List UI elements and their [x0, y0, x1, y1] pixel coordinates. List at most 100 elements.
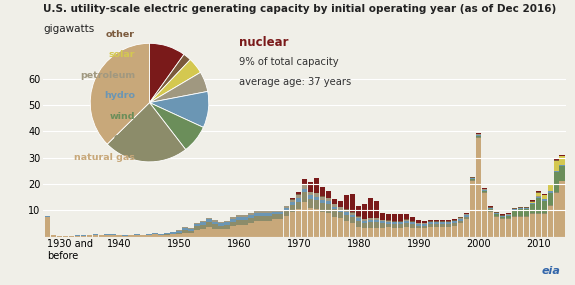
Bar	[326, 201, 331, 204]
Bar	[188, 229, 194, 231]
Bar	[177, 234, 182, 237]
Bar	[284, 211, 289, 215]
Bar	[440, 222, 445, 224]
Bar	[302, 185, 308, 189]
Bar	[314, 200, 320, 209]
Bar	[230, 217, 236, 219]
Bar	[518, 209, 523, 215]
Bar	[356, 218, 361, 221]
Bar	[182, 230, 187, 233]
Bar	[152, 235, 158, 237]
Bar	[206, 219, 212, 222]
Bar	[493, 214, 499, 215]
Bar	[380, 223, 385, 228]
Bar	[368, 218, 373, 219]
Bar	[266, 211, 271, 213]
Bar	[440, 220, 445, 221]
Bar	[416, 223, 421, 224]
Bar	[392, 221, 397, 223]
Bar	[338, 209, 343, 212]
Bar	[512, 207, 517, 208]
Bar	[152, 233, 158, 235]
Bar	[374, 219, 380, 222]
Bar	[452, 220, 457, 221]
Bar	[135, 234, 140, 235]
Bar	[476, 138, 481, 237]
Bar	[512, 215, 517, 217]
Text: wind: wind	[110, 112, 135, 121]
Bar	[434, 222, 439, 224]
Bar	[284, 205, 289, 206]
Bar	[290, 199, 296, 200]
Bar	[512, 208, 517, 209]
Bar	[554, 172, 559, 192]
Bar	[524, 217, 529, 237]
Wedge shape	[150, 103, 204, 150]
Bar	[488, 210, 493, 211]
Bar	[368, 198, 373, 218]
Bar	[177, 233, 182, 234]
Bar	[302, 184, 308, 185]
Bar	[164, 235, 170, 237]
Bar	[416, 224, 421, 226]
Bar	[505, 218, 511, 219]
Wedge shape	[150, 54, 190, 103]
Bar	[554, 171, 559, 172]
Bar	[320, 196, 325, 197]
Bar	[98, 235, 104, 237]
Bar	[302, 179, 308, 184]
Bar	[236, 220, 242, 225]
Text: hydro: hydro	[104, 91, 135, 101]
Bar	[284, 206, 289, 208]
Text: natural gas: natural gas	[74, 153, 135, 162]
Bar	[75, 235, 80, 236]
Bar	[374, 222, 380, 228]
Bar	[224, 223, 229, 225]
Bar	[105, 235, 110, 237]
Bar	[122, 236, 128, 237]
Text: U.S. utility-scale electric generating capacity by initial operating year (as of: U.S. utility-scale electric generating c…	[43, 4, 557, 14]
Bar	[493, 213, 499, 214]
Bar	[428, 221, 433, 222]
Bar	[505, 213, 511, 214]
Bar	[530, 201, 535, 203]
Bar	[224, 221, 229, 223]
Bar	[518, 217, 523, 237]
Bar	[206, 227, 212, 237]
Bar	[266, 213, 271, 216]
Bar	[236, 225, 242, 237]
Bar	[452, 221, 457, 223]
Bar	[422, 224, 427, 226]
Bar	[440, 227, 445, 237]
Bar	[326, 191, 331, 198]
Bar	[194, 223, 200, 224]
Bar	[332, 204, 338, 207]
Bar	[128, 235, 134, 237]
Bar	[254, 216, 259, 221]
Wedge shape	[150, 72, 208, 103]
Bar	[326, 204, 331, 213]
Bar	[284, 215, 289, 237]
Bar	[182, 227, 187, 228]
Text: petroleum: petroleum	[80, 71, 135, 80]
Bar	[314, 193, 320, 194]
Wedge shape	[90, 43, 150, 144]
Bar	[530, 200, 535, 201]
Bar	[386, 224, 391, 227]
Bar	[350, 217, 355, 223]
Bar	[554, 160, 559, 170]
Bar	[476, 137, 481, 138]
Bar	[404, 220, 409, 221]
Bar	[482, 188, 487, 189]
Bar	[350, 213, 355, 215]
Bar	[374, 218, 380, 219]
Bar	[314, 209, 320, 237]
Bar	[248, 223, 254, 237]
Text: eia: eia	[542, 266, 561, 276]
Bar	[344, 209, 350, 210]
Bar	[272, 219, 278, 237]
Bar	[410, 223, 415, 225]
Bar	[488, 211, 493, 237]
Bar	[488, 208, 493, 209]
Bar	[350, 215, 355, 217]
